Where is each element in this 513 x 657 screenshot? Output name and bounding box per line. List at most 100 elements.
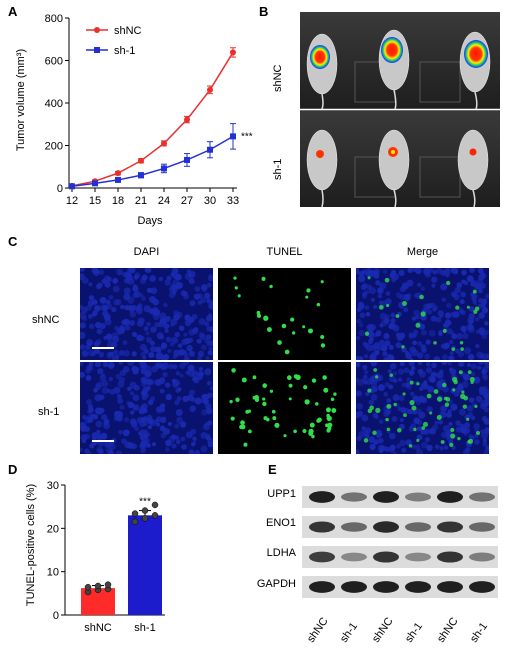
nucleus <box>171 289 177 295</box>
nucleus <box>108 441 114 446</box>
nucleus <box>147 418 154 425</box>
tunel-positive-cell <box>403 413 407 418</box>
tunel-positive-cell <box>311 378 317 383</box>
nucleus <box>430 315 437 322</box>
nucleus <box>94 305 101 312</box>
nucleus <box>411 316 417 321</box>
nucleus <box>481 368 487 375</box>
tunel-positive-cell <box>302 325 306 329</box>
nucleus <box>377 293 383 299</box>
nucleus <box>471 280 479 287</box>
tunel-positive-cell <box>402 300 407 306</box>
tunel-positive-cell <box>461 390 465 394</box>
nucleus <box>111 306 117 313</box>
tunel-positive-cell <box>442 328 447 333</box>
bar-sh-1 <box>128 515 162 615</box>
nucleus <box>418 386 424 392</box>
nucleus <box>173 310 179 316</box>
nucleus <box>88 282 93 287</box>
nucleus <box>420 286 426 291</box>
y-tick-label: 200 <box>45 141 63 153</box>
nucleus <box>356 435 362 441</box>
tunel-positive-cell <box>261 276 266 281</box>
nucleus <box>413 293 419 298</box>
nucleus <box>436 373 441 378</box>
nucleus <box>194 397 202 405</box>
blot-band <box>437 581 463 593</box>
tunel-positive-cell <box>467 370 472 375</box>
nucleus <box>197 355 202 360</box>
nucleus <box>116 268 123 276</box>
merge-image-sh1 <box>356 362 489 454</box>
nucleus <box>99 323 106 330</box>
nucleus <box>377 444 385 451</box>
nucleus <box>484 362 489 369</box>
tunel-positive-cell <box>474 306 480 311</box>
nucleus <box>124 305 130 311</box>
protein-label-eno1: ENO1 <box>266 517 296 529</box>
nucleus <box>473 376 481 384</box>
nucleus <box>156 332 164 340</box>
nucleus <box>385 291 391 296</box>
blot-band <box>373 581 399 593</box>
y-tick-label: 400 <box>45 98 63 110</box>
nucleus <box>470 397 475 402</box>
nucleus <box>364 305 370 310</box>
nucleus <box>356 379 364 386</box>
nucleus <box>127 442 134 449</box>
nucleus <box>149 396 156 402</box>
nucleus <box>193 294 199 299</box>
nucleus <box>106 303 113 310</box>
nucleus <box>201 393 208 400</box>
nucleus <box>399 439 406 447</box>
nucleus <box>446 302 452 309</box>
nucleus <box>390 272 397 279</box>
x-tick-label: 30 <box>204 195 216 207</box>
tunel-positive-cell <box>331 407 337 413</box>
nucleus <box>357 356 364 360</box>
tunel-positive-cell <box>288 397 292 401</box>
blot-band <box>469 552 495 562</box>
nucleus <box>104 281 111 288</box>
tunel-positive-cell <box>262 397 266 401</box>
tunel-positive-cell <box>469 376 475 382</box>
nucleus <box>137 303 143 309</box>
nucleus <box>161 416 167 421</box>
tunel-positive-cell <box>449 442 454 447</box>
nucleus <box>179 362 186 369</box>
nucleus <box>365 344 373 352</box>
tunel-positive-cell <box>304 399 310 405</box>
nucleus <box>378 432 383 437</box>
blot-band <box>469 522 495 532</box>
nucleus <box>142 421 148 427</box>
tunel-positive-cell <box>395 314 400 318</box>
nucleus <box>461 380 469 388</box>
nucleus <box>436 380 444 387</box>
tunel-positive-cell <box>230 416 235 421</box>
tunel-positive-cell <box>389 373 394 377</box>
nucleus <box>189 405 197 413</box>
tunel-positive-cell <box>323 387 329 393</box>
nucleus <box>475 344 480 349</box>
nucleus <box>124 277 130 284</box>
nucleus <box>384 382 390 388</box>
nucleus <box>130 268 136 274</box>
nucleus <box>483 329 489 336</box>
nucleus <box>403 367 410 374</box>
nucleus <box>374 270 379 276</box>
nucleus <box>165 439 172 447</box>
nucleus <box>142 429 149 436</box>
nucleus <box>359 312 366 319</box>
nucleus <box>154 379 162 386</box>
tunel-positive-cell <box>235 397 240 402</box>
nucleus <box>150 326 157 333</box>
blot-band <box>341 581 367 593</box>
nucleus <box>200 344 207 351</box>
nucleus <box>129 310 137 318</box>
blot-band <box>341 492 367 502</box>
legend-label: sh-1 <box>114 45 135 57</box>
nucleus <box>105 447 113 454</box>
data-point <box>207 146 213 153</box>
nucleus <box>97 368 104 375</box>
nucleus <box>373 440 378 446</box>
